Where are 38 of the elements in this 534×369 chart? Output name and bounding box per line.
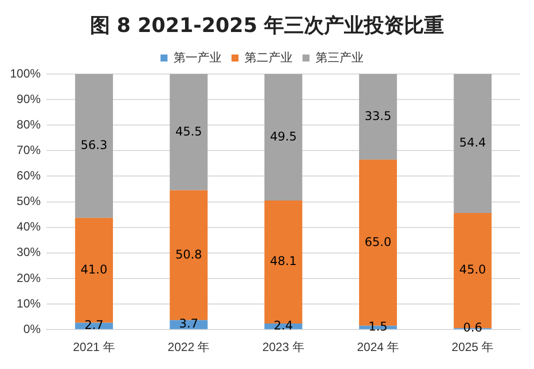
data-label: 54.4 [459,136,486,150]
y-tick-label: 50% [16,194,42,208]
x-tick-label: 2025 年 [452,340,494,354]
y-tick-label: 40% [16,220,42,234]
data-label: 33.5 [364,108,392,123]
data-label: 48.1 [270,254,297,268]
x-tick-label: 2024 年 [356,340,400,354]
data-label: 65.0 [364,234,392,249]
data-label: 2.7 [84,318,104,332]
y-tick-label: 10% [16,296,42,310]
data-label: 41.0 [80,262,108,276]
bar [170,190,208,320]
bar [454,74,492,214]
y-tick-label: 80% [16,117,42,132]
bar [359,74,397,160]
y-tick-label: 20% [16,270,42,285]
data-label: 45.5 [175,124,202,138]
y-tick-label: 60% [16,168,42,183]
y-tick-label: 30% [16,245,42,260]
legend-label: 第三产业 [316,50,364,64]
y-tick-label: 70% [16,142,42,157]
y-tick-label: 100% [10,66,42,80]
x-tick-label: 2021 年 [73,340,116,354]
y-tick-label: 90% [16,92,42,106]
x-tick-label: 2023 年 [262,340,304,354]
data-label: 56.3 [80,138,108,152]
data-label: 45.0 [459,262,486,277]
legend-label: 第一产业 [174,50,222,64]
bar [75,74,113,218]
chart-title: 图 8 2021-2025 年三次产业投资比重 [88,12,446,39]
legend-label: 第二产业 [244,50,292,64]
data-label: 49.5 [270,129,297,144]
x-tick-label: 2022 年 [168,340,210,354]
data-label: 50.8 [175,247,202,262]
bar [264,74,302,201]
data-label: 3.7 [179,316,198,331]
y-tick-label: 0% [23,322,42,336]
bar [170,74,208,190]
